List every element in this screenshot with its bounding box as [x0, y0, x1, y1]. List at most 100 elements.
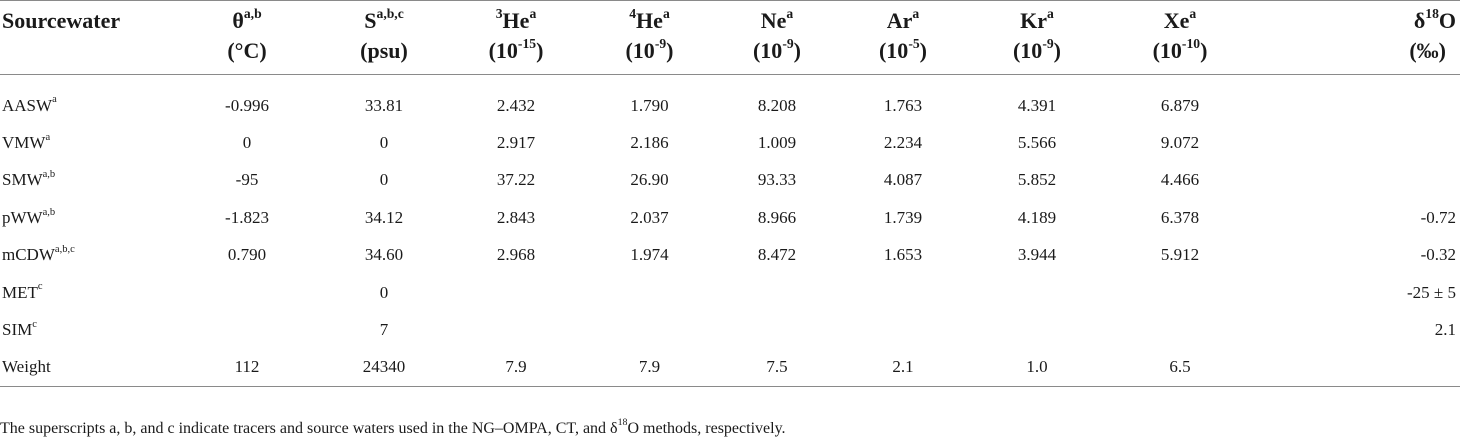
- cell-he4: [586, 311, 713, 348]
- cell-kr: [965, 274, 1109, 311]
- sourcewater-table: Sourcewater θa,b (°C) Sa,b,c (psu) 3Hea …: [0, 0, 1460, 387]
- cell-he3: 37.22: [496, 170, 536, 190]
- cell-ne: [713, 311, 841, 348]
- top-rule: [0, 0, 1460, 1]
- table-row: Weight 112 24340 7.9 7.9 7.5 2.1 1.0 6.5: [0, 349, 1460, 387]
- col-header-d18o: δ18O (‰): [1409, 5, 1456, 63]
- table-row: SMWa,b -95 0 37.22 26.90 93.33 4.087 5.852 4.466: [0, 162, 1460, 199]
- header-row: Sourcewater θa,b (°C) Sa,b,c (psu) 3Hea …: [0, 0, 1460, 75]
- cell-s: 0: [379, 170, 389, 190]
- cell-ne: 93.33: [757, 170, 797, 190]
- cell-ar: [841, 311, 965, 348]
- table-body: AASWa -0.996 33.81 2.432 1.790 8.208 1.763 4.39…: [0, 75, 1460, 387]
- cell-xe: 9.072: [1160, 133, 1200, 153]
- cell-xe: 4.466: [1160, 170, 1200, 190]
- cell-d18o: -25 ± 5: [1407, 282, 1456, 302]
- cell-ne: [713, 274, 841, 311]
- cell-he4: 2.186: [630, 133, 669, 153]
- cell-he3: 7.9: [505, 357, 527, 377]
- cell-he4: 2.037: [630, 207, 669, 227]
- cell-xe: 6.879: [1160, 95, 1200, 115]
- col-header-xe: Xea (10-10): [1152, 5, 1208, 63]
- table-row: mCDWa,b,c 0.790 34.60 2.968 1.974 8.472 1.653 3…: [0, 237, 1460, 274]
- cell-he3: 2.432: [496, 95, 536, 115]
- cell-ne: 8.966: [757, 207, 797, 227]
- cell-kr: 3.944: [1017, 245, 1057, 265]
- cell-ne: 1.009: [757, 133, 797, 153]
- table-footnote: The superscripts a, b, and c indicate tr…: [0, 417, 786, 437]
- row-label: AASWa: [2, 94, 57, 115]
- table-row: VMWa 0 0 2.917 2.186 1.009 2.234 5.566 9.072: [0, 124, 1460, 161]
- row-label: pWWa,b: [2, 206, 56, 227]
- cell-d18o: [1251, 349, 1460, 387]
- cell-ar: 2.1: [892, 357, 914, 377]
- cell-theta: 112: [234, 357, 260, 377]
- cell-d18o: -0.72: [1420, 207, 1456, 227]
- cell-xe: [1109, 311, 1251, 348]
- col-header-he3: 3Hea (10-15): [488, 5, 544, 63]
- cell-theta: -1.823: [225, 207, 269, 227]
- cell-ar: 2.234: [883, 133, 923, 153]
- cell-theta: -95: [235, 170, 259, 190]
- cell-ar: 4.087: [883, 170, 923, 190]
- table-row: pWWa,b -1.823 34.12 2.843 2.037 8.966 1.739 4.1…: [0, 199, 1460, 236]
- cell-kr: 1.0: [1026, 357, 1048, 377]
- cell-kr: [965, 311, 1109, 348]
- cell-s: 0: [379, 282, 389, 302]
- cell-kr: 5.852: [1017, 170, 1057, 190]
- cell-theta: 0: [242, 133, 252, 153]
- cell-s: 34.60: [364, 245, 404, 265]
- cell-he4: [586, 274, 713, 311]
- cell-ar: 1.739: [883, 207, 923, 227]
- row-label: Weight: [2, 357, 51, 377]
- cell-ar: [841, 274, 965, 311]
- cell-theta: [172, 311, 322, 348]
- col-header-he4: 4Hea (10-9): [625, 5, 674, 63]
- cell-ne: 7.5: [766, 357, 788, 377]
- row-label: METc: [2, 281, 43, 302]
- cell-d18o: -0.32: [1420, 245, 1456, 265]
- row-label: mCDWa,b,c: [2, 244, 75, 265]
- cell-theta: -0.996: [225, 95, 269, 115]
- cell-he4: 1.974: [630, 245, 669, 265]
- col-header-theta: θa,b (°C): [227, 5, 267, 63]
- cell-kr: 5.566: [1017, 133, 1057, 153]
- cell-xe: 6.378: [1160, 207, 1200, 227]
- cell-theta: [172, 274, 322, 311]
- table-row: AASWa -0.996 33.81 2.432 1.790 8.208 1.763 4.39…: [0, 75, 1460, 125]
- cell-kr: 4.189: [1017, 207, 1057, 227]
- cell-he4: 1.790: [630, 95, 669, 115]
- cell-ar: 1.653: [883, 245, 923, 265]
- cell-he4: 7.9: [638, 357, 661, 377]
- cell-xe: 5.912: [1160, 245, 1200, 265]
- cell-he3: 2.843: [496, 207, 536, 227]
- col-header-ar: Ara (10-5): [878, 5, 927, 63]
- cell-he3: [446, 274, 586, 311]
- row-label: VMWa: [2, 131, 51, 153]
- cell-xe: 6.5: [1169, 357, 1191, 377]
- cell-s: 34.12: [364, 207, 404, 227]
- col-header-sourcewater: Sourcewater: [2, 8, 121, 33]
- cell-s: 33.81: [364, 95, 404, 115]
- cell-ne: 8.208: [757, 95, 797, 115]
- cell-ar: 1.763: [883, 95, 923, 115]
- cell-ne: 8.472: [757, 245, 797, 265]
- cell-xe: [1109, 274, 1251, 311]
- cell-he3: 2.917: [496, 133, 536, 153]
- cell-s: 7: [379, 320, 389, 340]
- row-label: SMWa,b: [2, 169, 56, 190]
- cell-he3: [446, 311, 586, 348]
- col-header-kr: Kra (10-9): [1012, 5, 1061, 63]
- cell-s: 24340: [362, 357, 406, 377]
- table-row: METc 0 -25 ± 5: [0, 274, 1460, 311]
- row-label: SIMc: [2, 318, 37, 340]
- cell-d18o: [1251, 162, 1460, 199]
- cell-s: 0: [379, 133, 389, 153]
- cell-d18o: [1251, 124, 1460, 161]
- cell-he3: 2.968: [496, 245, 536, 265]
- cell-d18o: [1251, 75, 1460, 125]
- table-row: SIMc 7 2.1: [0, 311, 1460, 348]
- col-header-ne: Nea (10-9): [752, 5, 801, 63]
- cell-theta: 0.790: [227, 245, 267, 265]
